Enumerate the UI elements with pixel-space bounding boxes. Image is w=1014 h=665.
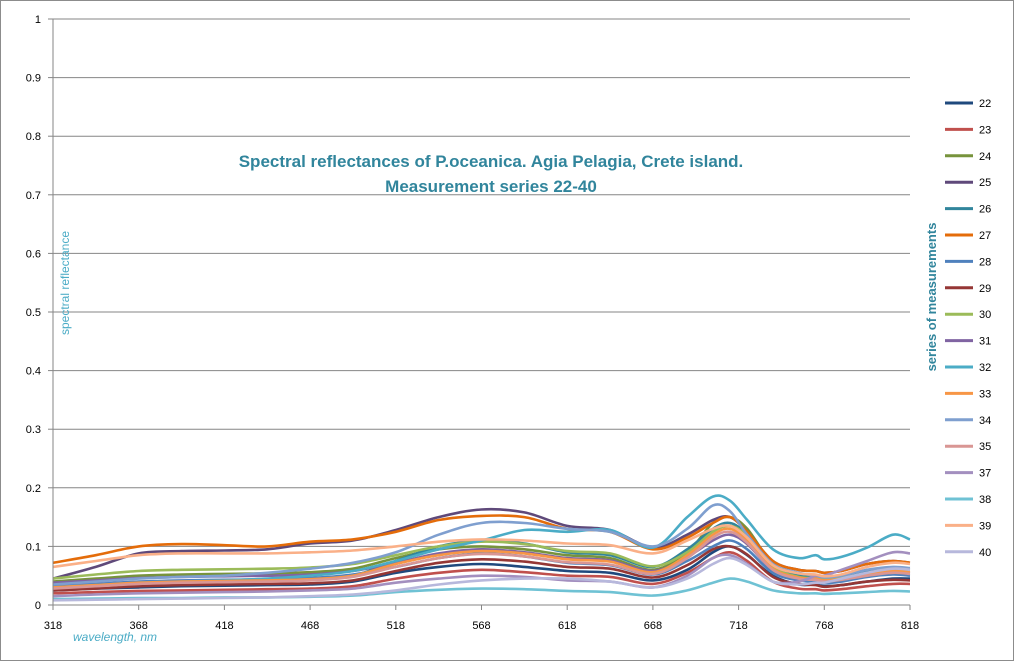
x-tick-label: 818: [901, 620, 919, 632]
y-tick-label: 0.6: [26, 248, 41, 260]
series-line-40: [52, 556, 911, 602]
legend-label-27: 27: [979, 230, 991, 242]
y-axis-ticks: 0 0.1 0.2 0.3 0.4 0.5 0.6 0.7 0.8 0.9 1: [26, 14, 53, 612]
x-tick-label: 718: [729, 620, 747, 632]
series-line-35: [52, 530, 911, 590]
series-line-29: [52, 544, 911, 592]
gridlines: [53, 18, 910, 547]
y-tick-label: 0.4: [26, 366, 41, 378]
legend-label-33: 33: [979, 388, 991, 400]
legend-label-32: 32: [979, 362, 991, 374]
legend-label-25: 25: [979, 177, 991, 189]
x-tick-label: 518: [387, 620, 405, 632]
x-tick-label: 368: [130, 620, 148, 632]
x-tick-label: 618: [558, 620, 576, 632]
legend-label-30: 30: [979, 309, 991, 321]
series-lines: [52, 494, 911, 602]
legend-label-34: 34: [979, 415, 991, 427]
y-tick-label: 0.3: [26, 424, 41, 436]
legend-label-28: 28: [979, 256, 991, 268]
x-tick-label: 468: [301, 620, 319, 632]
legend: 22 23 24 25 26 27 28 29 30 31 32 33 34 35 37 38 39 40: [945, 98, 991, 559]
chart-title-line-1: Spectral reflectances of P.oceanica. Agi…: [239, 152, 744, 171]
x-tick-label: 418: [215, 620, 233, 632]
y-tick-label: 0.2: [26, 483, 41, 495]
legend-label-37: 37: [979, 468, 991, 480]
legend-label-31: 31: [979, 336, 991, 348]
chart-title-line-2: Measurement series 22-40: [385, 177, 597, 196]
legend-label-38: 38: [979, 494, 991, 506]
legend-label-40: 40: [979, 547, 991, 559]
x-tick-label: 568: [472, 620, 490, 632]
y-tick-label: 0.9: [26, 73, 41, 85]
legend-label-24: 24: [979, 151, 991, 163]
legend-label-22: 22: [979, 98, 991, 110]
y-tick-label: 0.5: [26, 307, 41, 319]
legend-label-23: 23: [979, 124, 991, 136]
legend-title: series of measurements: [924, 223, 939, 372]
y-tick-label: 0: [35, 600, 41, 612]
series-line-39: [52, 524, 911, 578]
y-tick-label: 0.1: [26, 541, 41, 553]
x-axis-ticks: 318 368 418 468 518 568 618 668 718 768 818: [44, 605, 919, 632]
y-tick-label: 0.7: [26, 190, 41, 202]
x-tick-label: 768: [815, 620, 833, 632]
y-tick-label: 1: [35, 14, 41, 26]
y-tick-label: 0.8: [26, 131, 41, 143]
legend-label-26: 26: [979, 204, 991, 216]
x-tick-label: 668: [644, 620, 662, 632]
legend-label-35: 35: [979, 441, 991, 453]
x-axis-label: wavelength, nm: [73, 630, 157, 644]
legend-label-39: 39: [979, 520, 991, 532]
legend-label-29: 29: [979, 283, 991, 295]
series-line-23: [52, 550, 911, 595]
y-axis-label: spectral reflectance: [58, 231, 72, 335]
x-tick-label: 318: [44, 620, 62, 632]
